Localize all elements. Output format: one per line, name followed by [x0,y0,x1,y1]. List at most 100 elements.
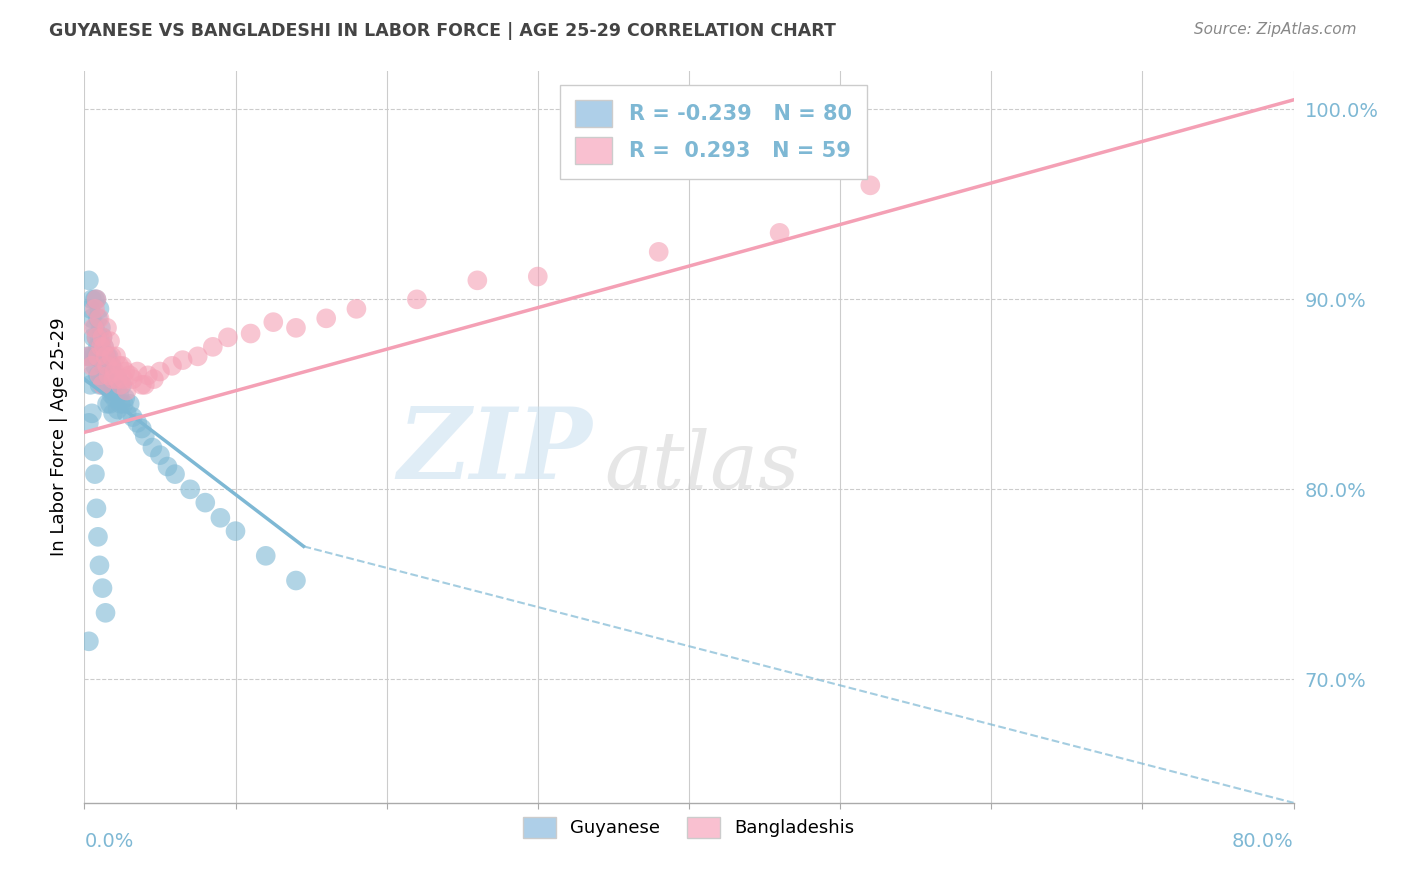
Point [187,349,209,363]
Point [77,416,100,430]
Point [91,330,114,344]
Legend: Guyanese, Bangladeshis: Guyanese, Bangladeshis [516,810,862,845]
Point [115,406,138,420]
Point [91,377,114,392]
Point [93,340,115,354]
Point [77,273,100,287]
Point [209,511,232,525]
Text: atlas: atlas [605,427,800,505]
Point [111,359,134,373]
Point [79,349,101,363]
Point [93,340,115,354]
Point [527,269,550,284]
Point [94,349,117,363]
Point [406,293,429,307]
Point [84,321,107,335]
Point [96,359,118,373]
Point [77,634,100,648]
Point [89,311,111,326]
Point [108,359,131,373]
Text: 80.0%: 80.0% [1232,832,1294,851]
Point [82,349,104,363]
Point [86,293,108,307]
Point [110,397,132,411]
Point [94,349,117,363]
Point [91,377,114,392]
Point [84,301,107,316]
Point [100,349,122,363]
Point [648,244,671,259]
Point [165,467,187,482]
Point [104,391,127,405]
Point [100,387,122,401]
Point [160,359,183,373]
Point [110,377,132,392]
Point [201,340,224,354]
Point [225,524,247,538]
Point [82,321,104,335]
Point [84,467,107,482]
Point [77,349,100,363]
Y-axis label: In Labor Force | Age 25-29: In Labor Force | Age 25-29 [49,318,67,557]
Point [87,368,110,383]
Point [134,429,156,443]
Point [90,340,112,354]
Point [96,321,118,335]
Point [115,384,138,398]
Point [98,397,121,411]
Point [142,372,165,386]
Point [86,501,108,516]
Point [93,359,115,373]
Point [79,377,101,392]
Point [91,330,114,344]
Point [104,368,127,383]
Point [89,330,111,344]
Point [89,377,111,392]
Point [346,301,368,316]
Point [239,326,262,341]
Point [80,406,103,420]
Point [89,301,111,316]
Point [111,377,134,392]
Text: GUYANESE VS BANGLADESHI IN LABOR FORCE | AGE 25-29 CORRELATION CHART: GUYANESE VS BANGLADESHI IN LABOR FORCE |… [49,22,837,40]
Point [97,349,120,363]
Point [94,377,117,392]
Point [80,311,103,326]
Point [112,397,135,411]
Point [87,311,110,326]
Text: ZIP: ZIP [398,403,592,500]
Point [104,365,127,379]
Point [89,349,111,363]
Point [141,441,163,455]
Point [100,359,122,373]
Point [149,365,172,379]
Point [87,349,110,363]
Point [194,495,217,509]
Point [136,368,159,383]
Point [90,368,112,383]
Point [90,321,112,335]
Point [112,372,135,386]
Point [127,365,149,379]
Text: Source: ZipAtlas.com: Source: ZipAtlas.com [1194,22,1357,37]
Point [96,368,118,383]
Point [107,402,129,417]
Point [254,549,277,563]
Point [131,377,153,392]
Point [82,330,104,344]
Point [285,574,308,588]
Point [86,293,108,307]
Point [96,349,118,363]
Point [94,606,117,620]
Point [859,178,882,193]
Point [769,226,792,240]
Point [127,416,149,430]
Point [96,397,118,411]
Point [76,349,98,363]
Point [121,410,143,425]
Point [97,377,120,392]
Point [87,530,110,544]
Point [107,372,129,386]
Point [105,349,128,363]
Point [172,353,194,368]
